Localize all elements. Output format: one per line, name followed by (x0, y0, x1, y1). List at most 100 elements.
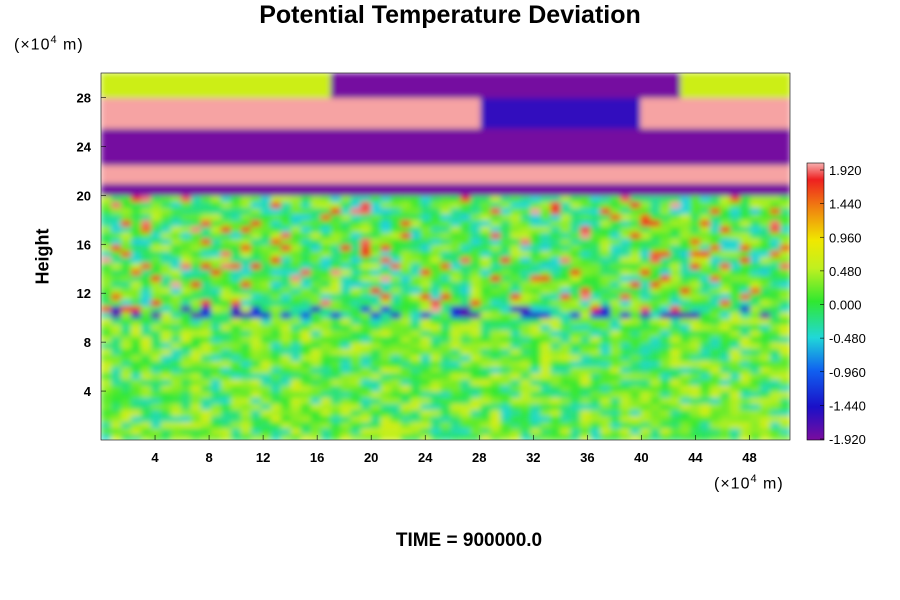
field-cell (410, 183, 422, 190)
field-cell (610, 109, 621, 117)
field-cell (690, 409, 701, 417)
field-cell (630, 378, 641, 386)
field-cell (670, 115, 681, 123)
field-cell (450, 329, 462, 337)
field-cell (640, 170, 651, 178)
field-cell (770, 354, 781, 362)
field-cell (580, 238, 591, 245)
field-cell (560, 323, 571, 331)
field-cell (101, 201, 112, 209)
field-cell (560, 134, 571, 141)
field-cell (730, 354, 741, 362)
field-cell (260, 219, 272, 227)
field-cell (140, 268, 152, 276)
field-cell (290, 73, 302, 80)
field-cell (440, 232, 452, 239)
field-cell (370, 176, 382, 184)
field-cell (720, 397, 731, 404)
field-cell (410, 250, 422, 258)
field-cell (570, 250, 581, 258)
field-cell (650, 293, 661, 300)
field-cell (220, 195, 232, 203)
field-cell (470, 140, 482, 147)
field-cell (440, 134, 452, 141)
field-cell (170, 189, 182, 196)
field-cell (760, 372, 771, 380)
field-cell (160, 427, 172, 435)
field-cell (780, 274, 790, 282)
field-cell (220, 391, 232, 398)
field-cell (560, 256, 571, 264)
field-cell (170, 195, 182, 203)
field-cell (170, 85, 182, 92)
field-cell (320, 189, 332, 196)
field-cell (160, 201, 172, 209)
field-cell (660, 250, 671, 258)
field-cell (760, 305, 771, 313)
field-cell (340, 85, 352, 92)
field-cell (510, 158, 521, 166)
field-cell (330, 372, 342, 380)
field-cell (770, 115, 781, 123)
field-cell (490, 378, 502, 386)
field-cell (470, 73, 482, 80)
field-cell (370, 232, 382, 239)
field-cell (510, 274, 521, 282)
field-cell (140, 342, 152, 349)
field-cell (610, 256, 621, 264)
field-cell (190, 323, 202, 331)
field-cell (160, 299, 172, 307)
field-cell (150, 158, 162, 166)
field-cell (220, 287, 232, 294)
field-cell (320, 336, 332, 343)
field-cell (340, 409, 352, 417)
field-cell (720, 115, 731, 123)
field-cell (240, 427, 252, 435)
field-cell (440, 317, 452, 325)
field-cell (120, 146, 132, 154)
field-cell (570, 360, 581, 368)
field-cell (690, 262, 701, 270)
field-cell (260, 348, 272, 355)
field-cell (101, 397, 112, 404)
field-cell (370, 97, 382, 105)
field-cell (320, 73, 332, 80)
field-cell (710, 164, 721, 172)
field-cell (440, 256, 452, 264)
field-cell (390, 342, 402, 349)
field-cell (760, 256, 771, 264)
field-cell (480, 73, 492, 80)
field-cell (670, 378, 681, 386)
field-cell (240, 262, 252, 270)
field-cell (160, 268, 172, 276)
field-cell (390, 79, 402, 86)
field-cell (720, 158, 731, 166)
field-cell (760, 170, 771, 178)
field-cell (740, 79, 751, 86)
field-cell (260, 140, 272, 147)
field-cell (220, 140, 232, 147)
field-cell (610, 293, 621, 300)
field-cell (500, 360, 512, 368)
field-cell (390, 103, 402, 111)
field-cell (210, 287, 222, 294)
field-cell (720, 244, 731, 251)
field-cell (200, 262, 212, 270)
field-cell (320, 79, 332, 86)
field-cell (360, 183, 372, 190)
field-cell (190, 238, 202, 245)
field-cell (400, 348, 412, 355)
field-cell (700, 176, 711, 184)
field-cell (101, 238, 112, 245)
field-cell (530, 213, 541, 221)
field-cell (680, 317, 691, 325)
field-cell (690, 280, 701, 288)
field-cell (340, 219, 352, 227)
field-cell (740, 354, 751, 362)
field-cell (540, 329, 551, 337)
field-cell (570, 164, 581, 172)
field-cell (700, 195, 711, 203)
field-cell (620, 73, 631, 80)
field-cell (540, 232, 551, 239)
field-cell (660, 372, 671, 380)
